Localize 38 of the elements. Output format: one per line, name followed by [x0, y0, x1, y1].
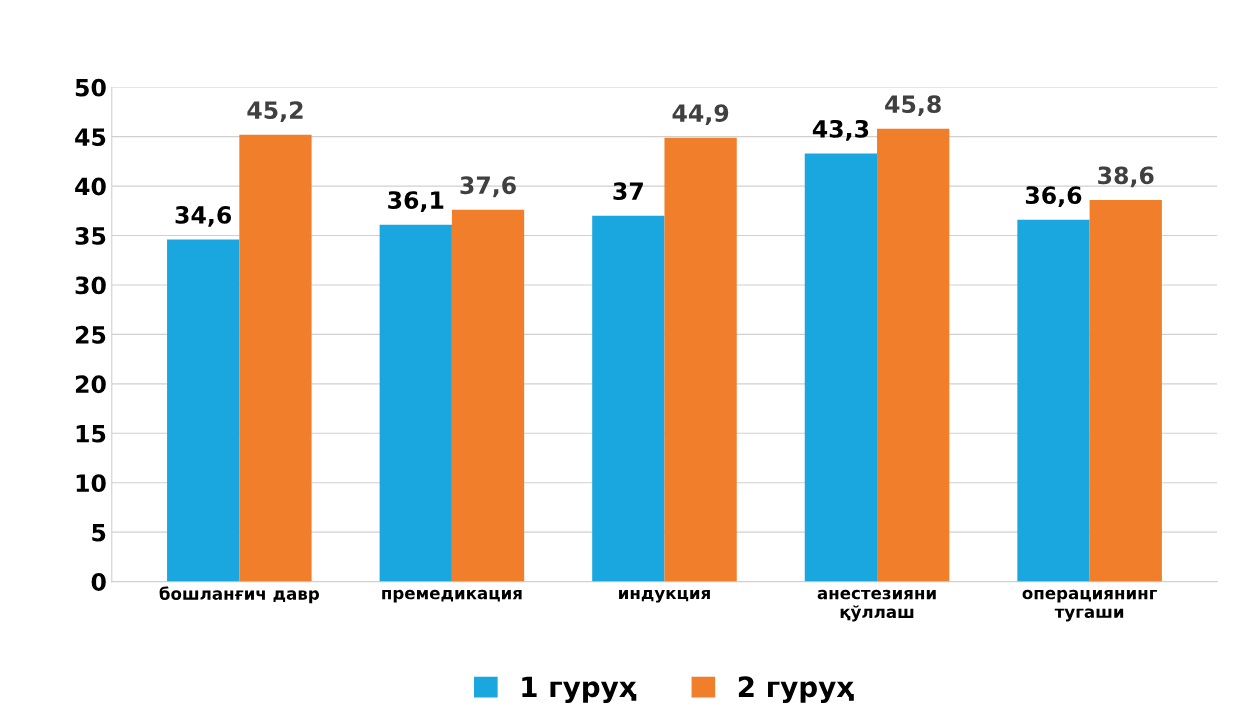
y-tick-label: 15 — [76, 425, 106, 443]
x-tick-label: операциянинг тугаши — [1022, 589, 1158, 622]
y-tick-label: 25 — [75, 325, 106, 344]
y-tick-label: 20 — [75, 375, 106, 394]
bar — [1017, 219, 1090, 582]
bar — [379, 224, 452, 582]
y-tick-label: 30 — [75, 276, 106, 295]
data-label: 44,9 — [672, 104, 729, 125]
data-label: 45,8 — [885, 95, 941, 117]
legend-label: 2 гуруҳ — [738, 676, 854, 703]
y-tick-label: 40 — [75, 177, 106, 196]
data-label: 37,6 — [460, 176, 516, 198]
y-tick-label: 5 — [92, 523, 106, 542]
y-tick-label: 10 — [76, 474, 106, 493]
x-tick-label: индукция — [619, 589, 710, 603]
y-tick-label: 0 — [91, 573, 106, 591]
y-tick-label: 35 — [75, 226, 106, 245]
data-label: 36,1 — [388, 191, 444, 212]
data-label: 34,6 — [175, 205, 232, 227]
data-label: 37 — [613, 182, 643, 201]
data-label: 36,6 — [1025, 186, 1082, 208]
data-label: 45,2 — [247, 101, 303, 123]
x-tick-label: бошланғич давр — [159, 586, 320, 604]
legend-label: 1 гуруҳ — [522, 676, 637, 703]
bar — [1089, 199, 1162, 582]
bar — [239, 134, 312, 582]
bar — [592, 215, 665, 582]
y-tick-label: 50 — [75, 78, 106, 97]
bar — [877, 128, 950, 582]
y-tick-label: 45 — [75, 128, 106, 146]
x-tick-label: анестезияни қўллаш — [817, 589, 936, 622]
data-label: 38,6 — [1098, 166, 1154, 188]
bar — [804, 153, 878, 582]
bar — [167, 239, 240, 582]
x-tick-label: премедикация — [382, 589, 522, 603]
bar — [451, 209, 525, 582]
data-label: 43,3 — [812, 119, 869, 141]
bar — [664, 137, 737, 582]
